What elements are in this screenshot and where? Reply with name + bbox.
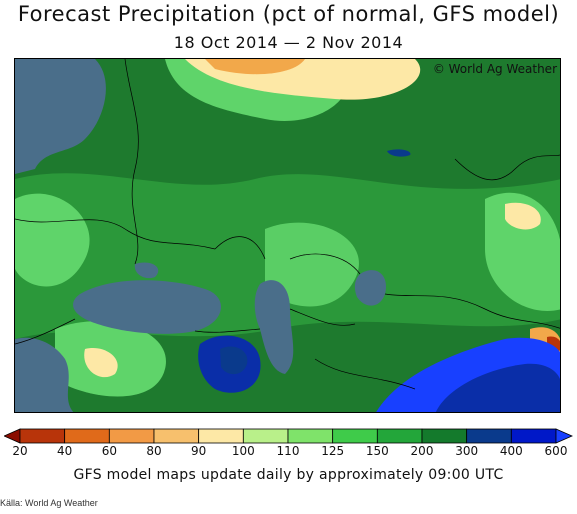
legend-swatch [287, 428, 334, 444]
legend-arrow-low [4, 428, 21, 444]
dry-region-east [505, 202, 541, 230]
map-title: Forecast Precipitation (pct of normal, G… [17, 2, 560, 26]
legend-tick-label: 150 [365, 444, 389, 458]
baltic-sea [15, 59, 106, 174]
legend-swatch [510, 428, 557, 444]
legend-swatch [421, 428, 468, 444]
legend-tick-label: 80 [146, 444, 162, 458]
legend-tick-label: 125 [321, 444, 345, 458]
legend-swatch [466, 428, 512, 444]
black-sea [73, 280, 222, 334]
legend-tick-label: 110 [276, 444, 300, 458]
legend-swatch [108, 428, 155, 444]
country-borders [15, 59, 560, 390]
wet-region-caucasus-core [220, 346, 248, 375]
legend-tick-label: 400 [499, 444, 523, 458]
dry-region-north-orange [205, 59, 305, 75]
date-range-subtitle: 18 Oct 2014 — 2 Nov 2014 [173, 33, 404, 52]
green-region-light-west [15, 193, 90, 287]
precipitation-map [14, 58, 561, 413]
legend-tick-label: 20 [12, 444, 28, 458]
legend-tick-label: 40 [57, 444, 73, 458]
map-canvas [15, 59, 560, 412]
legend-arrow-high [555, 428, 573, 444]
source-caption: Källa: World Ag Weather [0, 498, 98, 508]
legend-swatch [19, 428, 66, 444]
legend-tick-label: 300 [455, 444, 479, 458]
legend-colorbar [4, 428, 573, 444]
legend-swatch [64, 428, 110, 444]
dry-region-south [84, 348, 118, 378]
green-region-light-central [265, 222, 359, 307]
update-note: GFS model maps update daily by approxima… [73, 467, 504, 483]
legend-tick-label: 100 [231, 444, 255, 458]
legend-swatch [198, 428, 244, 444]
caspian-sea [254, 280, 294, 374]
legend-tick-label: 60 [101, 444, 117, 458]
legend-swatch [153, 428, 200, 444]
legend-tick-label: 600 [544, 444, 568, 458]
aral-sea [354, 270, 386, 306]
legend-swatch [332, 428, 378, 444]
wet-region-north [387, 149, 411, 157]
legend-swatch [376, 428, 423, 444]
mediterranean-sea [15, 337, 74, 412]
sea-of-azov [134, 262, 159, 279]
green-region-light-east [485, 192, 560, 311]
legend-tick-label: 90 [191, 444, 207, 458]
copyright-credit: © World Ag Weather [432, 62, 557, 76]
legend-swatch [242, 428, 289, 444]
wet-region-southeast-dark [436, 363, 560, 412]
legend-tick-label: 200 [410, 444, 434, 458]
